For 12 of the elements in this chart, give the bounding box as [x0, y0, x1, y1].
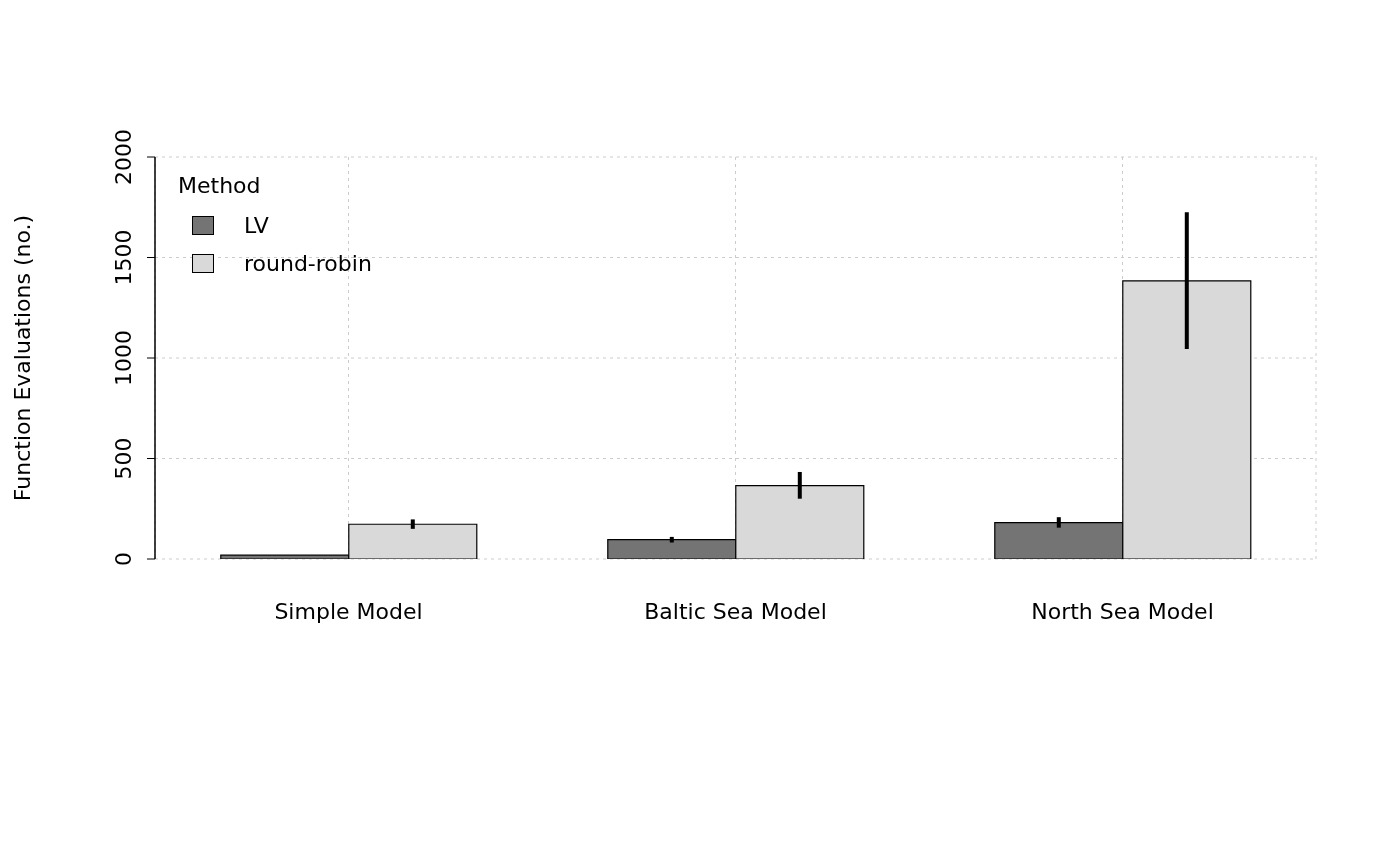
legend-label: LV — [244, 212, 269, 238]
x-tick-label: Baltic Sea Model — [644, 598, 827, 624]
x-tick-label: Simple Model — [274, 598, 423, 624]
y-tick-label: 500 — [111, 437, 136, 480]
legend-label: round-robin — [244, 250, 372, 276]
y-tick-label: 2000 — [111, 129, 136, 185]
x-tick-label: North Sea Model — [1031, 598, 1214, 624]
y-axis-title: Function Evaluations (no.) — [9, 214, 35, 502]
y-tick-label: 1000 — [111, 330, 136, 386]
y-tick-label: 1500 — [111, 229, 136, 286]
legend-title: Method — [178, 173, 262, 198]
y-tick-label: 0 — [111, 552, 136, 566]
